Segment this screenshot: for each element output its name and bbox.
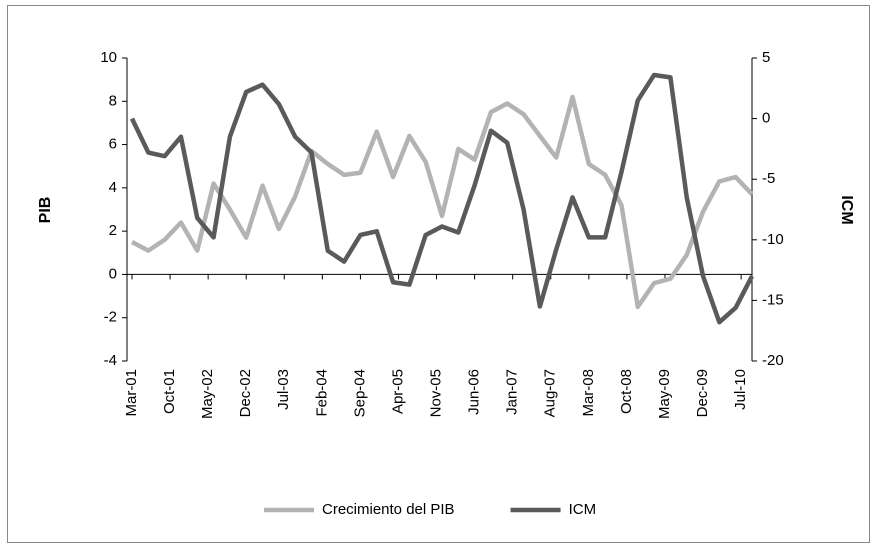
x-tick-label: Feb-04 [313, 369, 330, 417]
series-line [130, 94, 754, 310]
x-tick-label: Oct-01 [161, 369, 178, 414]
x-tick-label: Dec-09 [694, 369, 711, 417]
x-tick-label: Jan-07 [504, 369, 521, 415]
x-tick-label: Aug-07 [542, 369, 559, 417]
y-tick-label: 10 [100, 49, 117, 66]
y-tick-label: 8 [109, 92, 117, 109]
y-tick-label: 0 [109, 265, 117, 282]
series-line [129, 72, 754, 325]
x-tick-label: Dec-02 [237, 369, 254, 417]
y2-tick-label: -15 [762, 291, 784, 308]
x-tick-label: Jun-06 [466, 369, 483, 415]
y2-tick-label: -20 [762, 352, 784, 369]
x-tick-label: Jul-10 [732, 369, 749, 410]
y2-tick-label: 0 [762, 110, 770, 127]
y2-tick-label: -10 [762, 231, 784, 248]
y-tick-label: -2 [104, 309, 117, 326]
x-tick-label: May-02 [199, 369, 216, 419]
x-tick-label: May-09 [656, 369, 673, 419]
y-tick-label: 6 [109, 136, 117, 153]
y-tick-label: -4 [104, 352, 117, 369]
x-tick-label: Mar-08 [580, 369, 597, 417]
x-tick-label: Nov-05 [428, 369, 445, 417]
y2-axis-title: ICM [838, 195, 855, 224]
y-axis-title: PIB [37, 197, 54, 224]
legend-label: ICM [569, 501, 597, 518]
x-tick-label: Sep-04 [351, 369, 368, 417]
y-tick-label: 4 [109, 179, 117, 196]
x-tick-label: Apr-05 [389, 369, 406, 414]
legend-label: Crecimiento del PIB [322, 501, 455, 518]
x-tick-label: Oct-08 [618, 369, 635, 414]
y2-tick-label: -5 [762, 170, 775, 187]
x-tick-label: Mar-01 [123, 369, 140, 417]
x-tick-label: Jul-03 [275, 369, 292, 410]
y2-tick-label: 5 [762, 49, 770, 66]
y-tick-label: 2 [109, 222, 117, 239]
